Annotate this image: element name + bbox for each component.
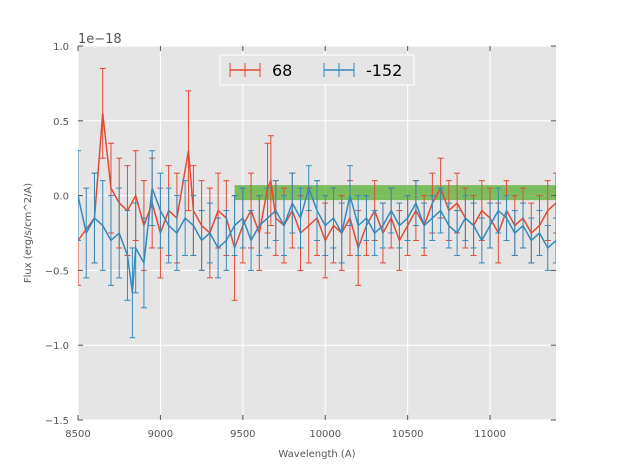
series-2 (78, 150, 556, 339)
x-tick-label: 11000 (474, 429, 506, 440)
highlight-band (234, 185, 556, 201)
error-bar (553, 172, 556, 234)
legend-label: 68 (272, 61, 292, 80)
legend-label: -152 (366, 61, 402, 80)
x-tick-label: 8500 (65, 429, 90, 440)
y-tick-label: 0.0 (53, 192, 69, 203)
y-tick-label: −1.5 (45, 416, 69, 427)
y-tick-label: 1.0 (53, 42, 69, 53)
x-tick-label: 9500 (230, 429, 255, 440)
x-tick-label: 10000 (309, 429, 341, 440)
y-tick-label: −1.0 (45, 341, 69, 352)
x-tick-label: 10500 (392, 429, 424, 440)
series-line (78, 185, 556, 293)
legend-entry-2: -152 (323, 61, 402, 80)
x-tick-label: 9000 (148, 429, 173, 440)
y-axis-label: Flux (erg/s/cm^2/A) (23, 183, 34, 283)
legend: 68 -152 (219, 54, 415, 86)
legend-entry-1: 68 (229, 61, 292, 80)
error-bar (553, 217, 556, 264)
data-layer (78, 67, 556, 339)
x-axis-label: Wavelength (A) (278, 449, 355, 460)
y-tick-label: 0.5 (53, 117, 69, 128)
error-bar (78, 150, 81, 241)
y-offset-text: 1e−18 (78, 32, 122, 47)
axes: 8500 9000 9500 10000 10500 11000 −1.5 −1.0 −0.5 0… (45, 42, 556, 440)
plot-area (77, 45, 556, 421)
y-tick-label: −0.5 (45, 266, 69, 277)
